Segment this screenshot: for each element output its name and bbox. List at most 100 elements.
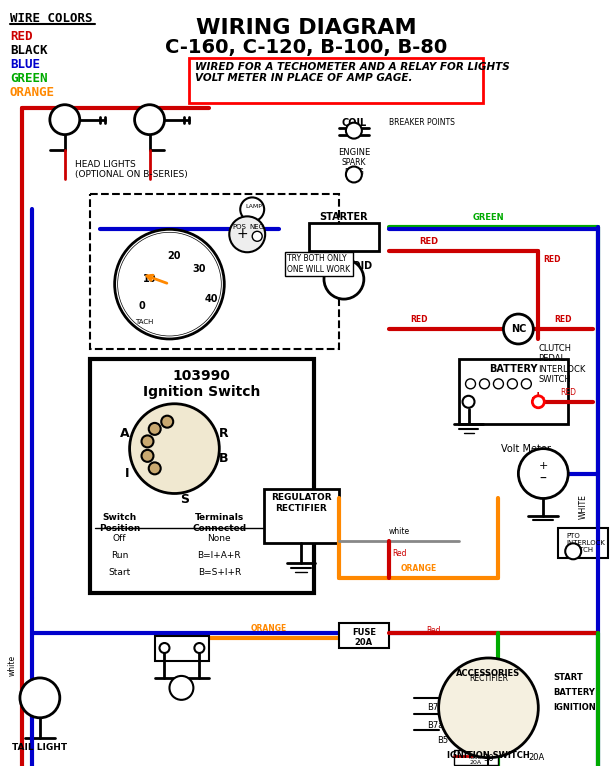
Text: BLACK: BLACK: [10, 44, 47, 57]
Text: RED: RED: [10, 30, 33, 43]
Text: Off: Off: [113, 535, 126, 543]
Text: B: B: [219, 452, 229, 465]
Text: TAIL LIGHT: TAIL LIGHT: [12, 743, 68, 752]
Text: B=S+I+R: B=S+I+R: [198, 568, 241, 578]
Bar: [309, 223, 379, 251]
Text: IGNITION: IGNITION: [553, 703, 596, 712]
Text: FUSE
20A: FUSE 20A: [352, 628, 376, 647]
Text: B5: B5: [437, 737, 449, 745]
Circle shape: [507, 379, 518, 389]
Circle shape: [169, 676, 193, 700]
Text: RECTIFIER: RECTIFIER: [469, 674, 508, 683]
Text: STARTER: STARTER: [320, 213, 368, 223]
Text: GREEN: GREEN: [10, 72, 47, 84]
Bar: [155, 636, 209, 661]
Circle shape: [494, 379, 503, 389]
Bar: [558, 528, 608, 558]
Circle shape: [438, 658, 538, 758]
Circle shape: [252, 231, 262, 241]
Text: Volt Meter: Volt Meter: [502, 444, 551, 454]
Circle shape: [149, 462, 161, 475]
Text: +: +: [236, 227, 248, 241]
Bar: [264, 488, 339, 543]
Circle shape: [161, 415, 173, 428]
Text: 10: 10: [143, 274, 157, 284]
Text: WIRED FOR A TECHOMETER AND A RELAY FOR LIGHTS
VOLT METER IN PLACE OF AMP GAGE.: WIRED FOR A TECHOMETER AND A RELAY FOR L…: [195, 62, 510, 84]
Text: RED: RED: [543, 255, 561, 264]
Circle shape: [50, 104, 80, 134]
Text: 103990
Ignition Switch: 103990 Ignition Switch: [142, 369, 260, 399]
Text: TACH: TACH: [135, 319, 154, 325]
Circle shape: [134, 104, 165, 134]
Text: –: –: [464, 390, 473, 408]
Text: BREAKER POINTS: BREAKER POINTS: [389, 118, 454, 127]
Circle shape: [565, 543, 581, 559]
Circle shape: [521, 379, 531, 389]
Text: RED: RED: [410, 315, 427, 324]
Text: BLUE: BLUE: [10, 58, 40, 71]
Bar: [189, 58, 483, 103]
Bar: [339, 623, 389, 648]
Text: 20A: 20A: [528, 753, 545, 762]
Text: CLUTCH
PEDAL
INTERLOCK
SWITCH: CLUTCH PEDAL INTERLOCK SWITCH: [538, 344, 586, 384]
Text: +: +: [538, 461, 548, 471]
Text: Start: Start: [109, 568, 131, 578]
Text: START: START: [553, 674, 583, 683]
Text: WIRE COLORS: WIRE COLORS: [10, 12, 93, 25]
Text: B=I+A+R: B=I+A+R: [198, 551, 241, 561]
Circle shape: [229, 217, 265, 252]
Text: ORANGE: ORANGE: [251, 624, 287, 633]
Text: 40: 40: [204, 294, 218, 304]
Text: ORANGE: ORANGE: [400, 564, 437, 573]
Text: PTO
INTERLOCK
SWITCH: PTO INTERLOCK SWITCH: [566, 533, 605, 554]
Circle shape: [141, 450, 154, 462]
Circle shape: [20, 678, 60, 718]
Text: R: R: [219, 427, 229, 440]
Text: ORANGE: ORANGE: [10, 86, 55, 99]
Circle shape: [346, 167, 362, 183]
Text: –: –: [540, 472, 546, 485]
Text: fuse
20A: fuse 20A: [469, 755, 482, 766]
Text: B7: B7: [427, 703, 438, 712]
Text: TRY BOTH ONLY
ONE WILL WORK: TRY BOTH ONLY ONE WILL WORK: [287, 254, 350, 273]
Text: I: I: [125, 467, 130, 480]
Text: SOLENOID: SOLENOID: [316, 261, 372, 271]
Text: HEAD LIGHTS
(OPTIONAL ON B-SERIES): HEAD LIGHTS (OPTIONAL ON B-SERIES): [75, 160, 187, 179]
Text: WHITE: WHITE: [579, 494, 588, 519]
Circle shape: [130, 404, 219, 494]
Text: BATTERY: BATTERY: [489, 364, 538, 374]
Circle shape: [465, 379, 475, 389]
Circle shape: [141, 435, 154, 448]
Circle shape: [240, 197, 264, 221]
Text: REGULATOR
RECTIFIER: REGULATOR RECTIFIER: [271, 494, 332, 513]
Text: None: None: [208, 535, 231, 543]
Bar: [90, 194, 339, 349]
Text: 30: 30: [483, 753, 494, 763]
Bar: [459, 359, 568, 424]
Text: RED: RED: [554, 315, 572, 324]
Circle shape: [503, 314, 534, 344]
Text: RED: RED: [419, 237, 438, 247]
Circle shape: [324, 260, 364, 299]
Circle shape: [462, 396, 475, 408]
Circle shape: [480, 379, 489, 389]
Text: Red: Red: [392, 549, 406, 558]
Text: Red: Red: [426, 626, 441, 635]
Text: ACCESSORIES: ACCESSORIES: [456, 669, 521, 678]
Bar: [454, 750, 499, 765]
Bar: [90, 359, 314, 593]
Text: +: +: [530, 389, 546, 409]
Text: SPARK
PLUG: SPARK PLUG: [341, 157, 366, 177]
Circle shape: [346, 123, 362, 138]
Text: LAMP: LAMP: [246, 204, 263, 209]
Text: white: white: [388, 528, 410, 536]
Circle shape: [518, 449, 568, 498]
Circle shape: [115, 230, 224, 339]
Text: 0: 0: [138, 301, 145, 311]
Text: POS: POS: [232, 224, 246, 230]
Text: COIL: COIL: [341, 118, 367, 127]
Text: S: S: [180, 494, 189, 506]
Circle shape: [149, 423, 161, 435]
Text: C-160, C-120, B-100, B-80: C-160, C-120, B-100, B-80: [165, 38, 447, 57]
Text: white: white: [7, 654, 17, 676]
